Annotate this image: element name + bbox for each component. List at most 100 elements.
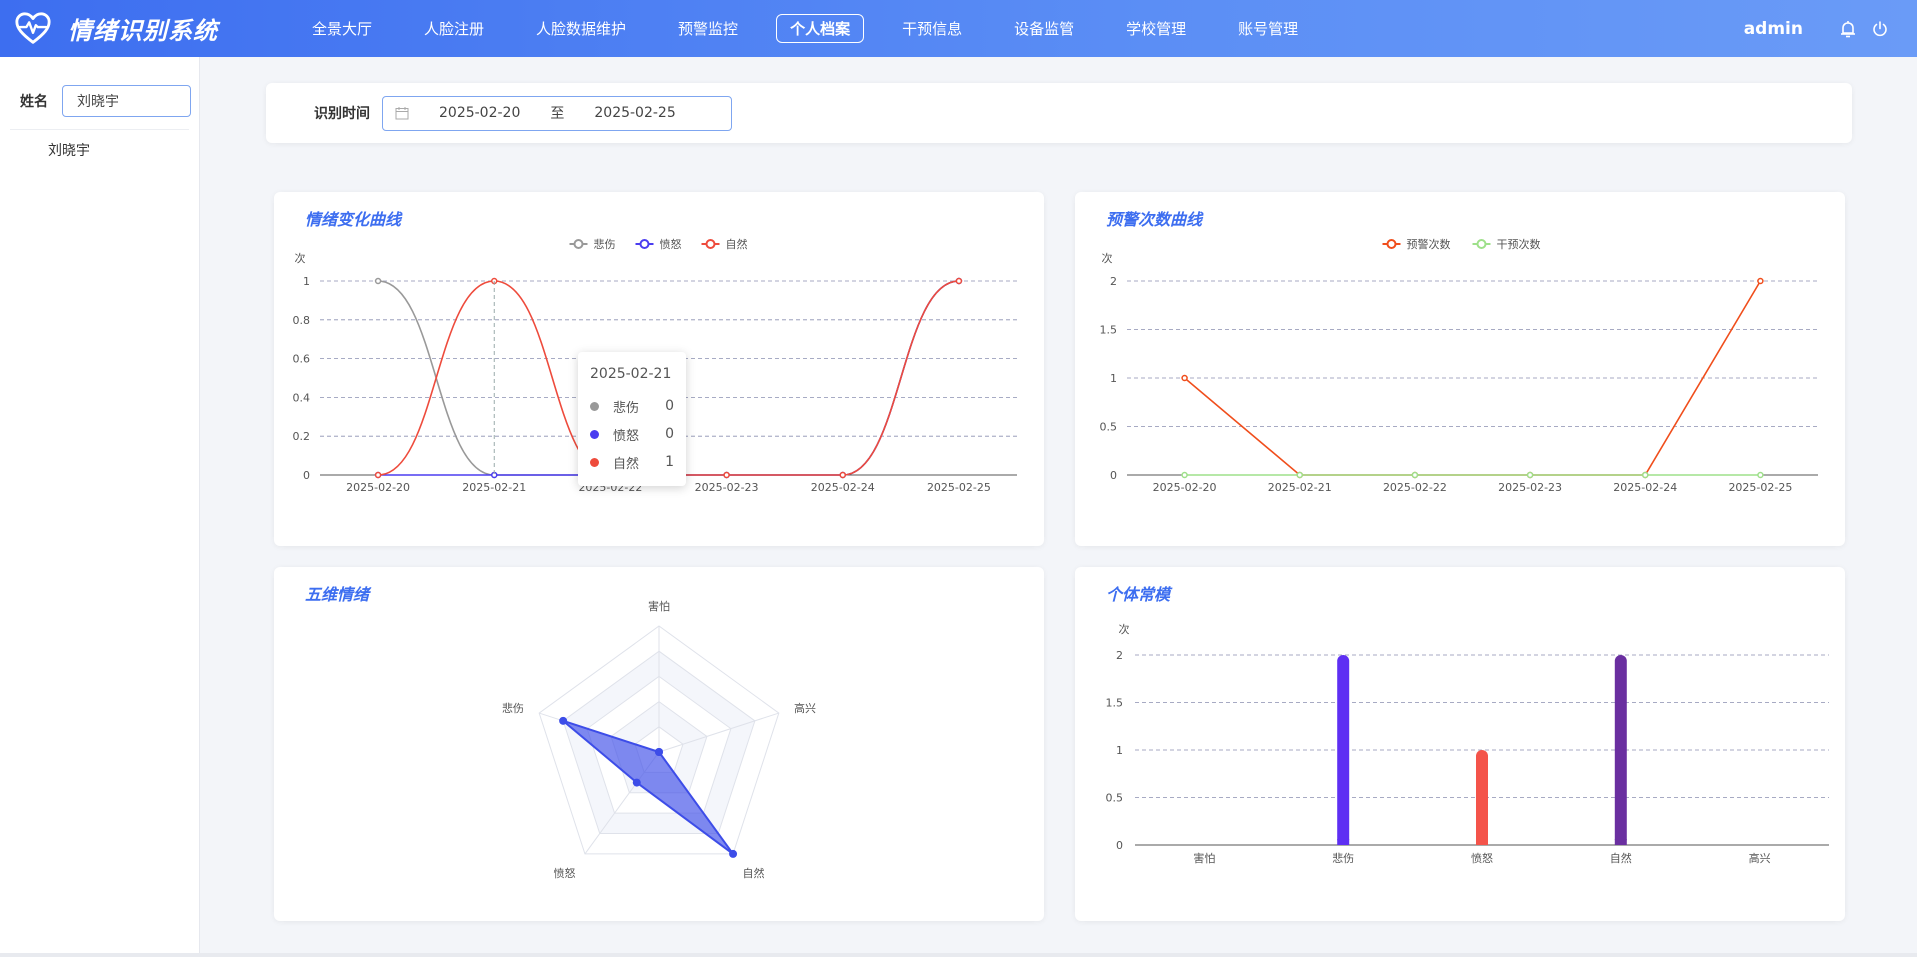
tooltip-series-value: 0 xyxy=(665,398,674,414)
y-tick-label: 1 xyxy=(303,275,310,288)
y-tick-label: 1 xyxy=(1110,372,1117,385)
tooltip-dot-icon xyxy=(590,429,599,439)
data-point xyxy=(1296,471,1303,479)
nav-item-6[interactable]: 设备监管 xyxy=(1014,20,1075,38)
warning-curve-title: 预警次数曲线 xyxy=(1106,210,1203,229)
nav-item-4[interactable]: 个人档案 xyxy=(776,14,865,43)
radar-indicator-label: 愤怒 xyxy=(554,866,576,880)
data-point xyxy=(955,277,963,285)
y-axis-label: 次 xyxy=(295,251,306,265)
tooltip-series-name: 悲伤 xyxy=(613,400,640,416)
legend-label: 预警次数 xyxy=(1407,237,1451,251)
top-header: 情绪识别系统 全景大厅 人脸注册 人脸数据维护 预警监控 个人档案 干预信息 设备监管 学校管… xyxy=(0,0,1917,57)
y-tick-label: 1.5 xyxy=(1106,697,1124,710)
radar-point xyxy=(729,849,738,858)
y-tick-label: 0.2 xyxy=(293,430,311,443)
radar-point xyxy=(559,716,568,725)
legend-marker-icon xyxy=(1476,239,1487,249)
legend-marker-icon xyxy=(573,239,584,249)
tooltip-row: 自然 1 xyxy=(590,448,674,476)
tooltip-series-value: 1 xyxy=(665,454,674,470)
x-tick-label: 害怕 xyxy=(1193,851,1215,865)
y-axis-label: 次 xyxy=(1119,622,1130,636)
data-point xyxy=(839,471,846,479)
sidebar: 姓名 刘晓宇 xyxy=(0,57,200,953)
legend-label: 干预次数 xyxy=(1497,237,1541,251)
baseline-card: 次 0 0.5 1 1.5 2 害怕 悲伤 愤怒 自然 高兴 个体常模 xyxy=(1075,567,1845,921)
nav-item-1[interactable]: 人脸注册 xyxy=(424,20,485,38)
data-point xyxy=(1757,471,1764,479)
date-range-picker[interactable]: 2025-02-20 至 2025-02-25 xyxy=(382,95,732,131)
x-tick-label: 2025-02-20 xyxy=(1153,481,1217,494)
nav-item-8[interactable]: 账号管理 xyxy=(1238,20,1299,38)
bar xyxy=(1476,750,1488,845)
tooltip-dot-icon xyxy=(590,401,599,411)
y-axis-label: 次 xyxy=(1102,251,1113,265)
y-tick-label: 0.5 xyxy=(1100,421,1118,434)
data-point xyxy=(1181,471,1188,479)
legend-label: 悲伤 xyxy=(594,237,616,251)
y-tick-label: 0.8 xyxy=(293,314,311,327)
name-search-input[interactable] xyxy=(62,85,191,117)
baseline-bar-chart[interactable]: 次 0 0.5 1 1.5 2 害怕 悲伤 愤怒 自然 高兴 xyxy=(1075,567,1845,921)
nav-item-7[interactable]: 学校管理 xyxy=(1126,20,1187,38)
radar-indicator-label: 高兴 xyxy=(794,701,816,715)
five-dim-title: 五维情绪 xyxy=(305,585,370,604)
x-tick-label: 2025-02-25 xyxy=(1728,481,1792,494)
calendar-icon xyxy=(395,107,409,120)
app-logo: 情绪识别系统 xyxy=(14,10,274,48)
bar-base xyxy=(1476,839,1488,845)
sidebar-item-person[interactable]: 刘晓宇 xyxy=(48,143,90,159)
legend-marker-icon xyxy=(1386,239,1397,249)
x-tick-label: 2025-02-21 xyxy=(462,481,526,494)
name-label: 姓名 xyxy=(20,94,48,110)
legend-marker-icon xyxy=(705,239,716,249)
end-date[interactable]: 2025-02-25 xyxy=(594,105,676,121)
filter-bar: 识别时间 2025-02-20 至 2025-02-25 xyxy=(266,83,1852,143)
x-tick-label: 2025-02-25 xyxy=(927,481,991,494)
x-tick-label: 2025-02-21 xyxy=(1268,481,1332,494)
tooltip-date: 2025-02-21 xyxy=(590,366,672,382)
data-point xyxy=(723,471,730,479)
nav-item-3[interactable]: 预警监控 xyxy=(678,20,739,38)
legend-label: 自然 xyxy=(726,237,748,251)
x-tick-label: 愤怒 xyxy=(1471,851,1493,865)
y-tick-label: 0 xyxy=(1116,839,1123,852)
emotion-curve-title: 情绪变化曲线 xyxy=(305,210,402,229)
power-icon[interactable] xyxy=(1871,20,1889,38)
radar-axis xyxy=(658,712,779,753)
x-tick-label: 2025-02-22 xyxy=(1383,481,1447,494)
y-tick-label: 0.5 xyxy=(1106,792,1124,805)
bar-base xyxy=(1337,839,1350,845)
y-tick-label: 0.6 xyxy=(293,353,311,366)
y-tick-label: 0 xyxy=(1110,469,1117,482)
tooltip-dot-icon xyxy=(590,457,599,467)
recognition-time-label: 识别时间 xyxy=(314,106,370,122)
name-search-row: 姓名 xyxy=(0,57,199,117)
legend-marker-icon xyxy=(639,239,650,249)
tooltip-row: 愤怒 0 xyxy=(590,420,674,448)
bell-icon[interactable] xyxy=(1839,20,1857,38)
baseline-title: 个体常模 xyxy=(1106,585,1171,604)
start-date[interactable]: 2025-02-20 xyxy=(439,105,521,121)
y-tick-label: 1 xyxy=(1116,744,1123,757)
warning-curve-chart[interactable]: 次 0 0.5 1 1.5 2 2025-02-20 2025-02-21 2025-02-22… xyxy=(1075,192,1845,546)
data-point xyxy=(1181,374,1188,382)
data-point xyxy=(1526,471,1534,479)
nav-item-5[interactable]: 干预信息 xyxy=(902,20,963,38)
tooltip-series-name: 自然 xyxy=(613,456,640,472)
data-point xyxy=(374,277,382,285)
y-tick-label: 0 xyxy=(303,469,310,482)
user-name[interactable]: admin xyxy=(1743,18,1803,39)
x-tick-label: 2025-02-20 xyxy=(346,481,410,494)
radar-indicator-label: 害怕 xyxy=(648,599,670,613)
x-tick-label: 2025-02-23 xyxy=(695,481,759,494)
nav-item-2[interactable]: 人脸数据维护 xyxy=(536,20,627,38)
data-point xyxy=(1642,471,1649,479)
nav-item-0[interactable]: 全景大厅 xyxy=(312,20,373,38)
data-point xyxy=(1411,471,1419,479)
app-title: 情绪识别系统 xyxy=(68,17,218,45)
radar-indicator-label: 悲伤 xyxy=(502,701,524,715)
heart-pulse-icon xyxy=(15,11,51,44)
